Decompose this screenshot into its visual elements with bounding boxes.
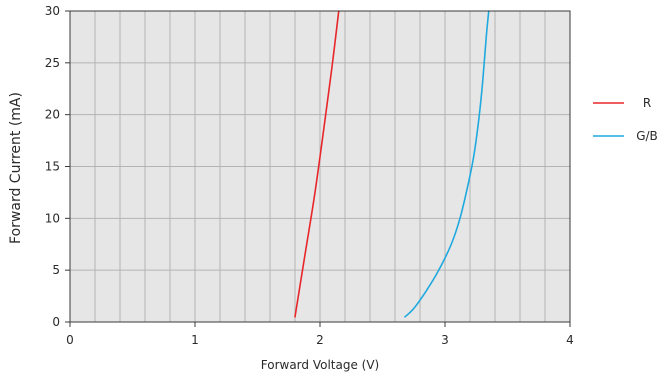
y-axis: 0 5 10 15 20 25 30 — [45, 4, 70, 329]
x-tick-label: 3 — [441, 333, 449, 347]
series-line-g-b — [404, 10, 490, 318]
y-tick-label: 20 — [45, 108, 60, 122]
y-tick-label: 25 — [45, 56, 60, 70]
legend: R G/B — [593, 96, 658, 143]
y-tick-label: 15 — [45, 160, 60, 174]
legend-label-g-b: G/B — [636, 129, 658, 143]
y-tick-label: 30 — [45, 4, 60, 18]
y-tick-label: 5 — [52, 263, 60, 277]
x-axis-title: Forward Voltage (V) — [261, 358, 379, 372]
y-axis-title: Forward Current (mA) — [8, 92, 24, 244]
series-line-r — [294, 10, 340, 318]
y-tick-label: 0 — [52, 315, 60, 329]
grid — [70, 11, 570, 322]
x-tick-label: 0 — [66, 333, 74, 347]
x-tick-label: 1 — [191, 333, 199, 347]
x-tick-label: 2 — [316, 333, 324, 347]
series-layer — [294, 10, 490, 318]
x-tick-label: 4 — [566, 333, 574, 347]
x-axis: 0 1 2 3 4 — [66, 322, 574, 347]
y-tick-label: 10 — [45, 211, 60, 225]
legend-label-r: R — [643, 96, 651, 110]
